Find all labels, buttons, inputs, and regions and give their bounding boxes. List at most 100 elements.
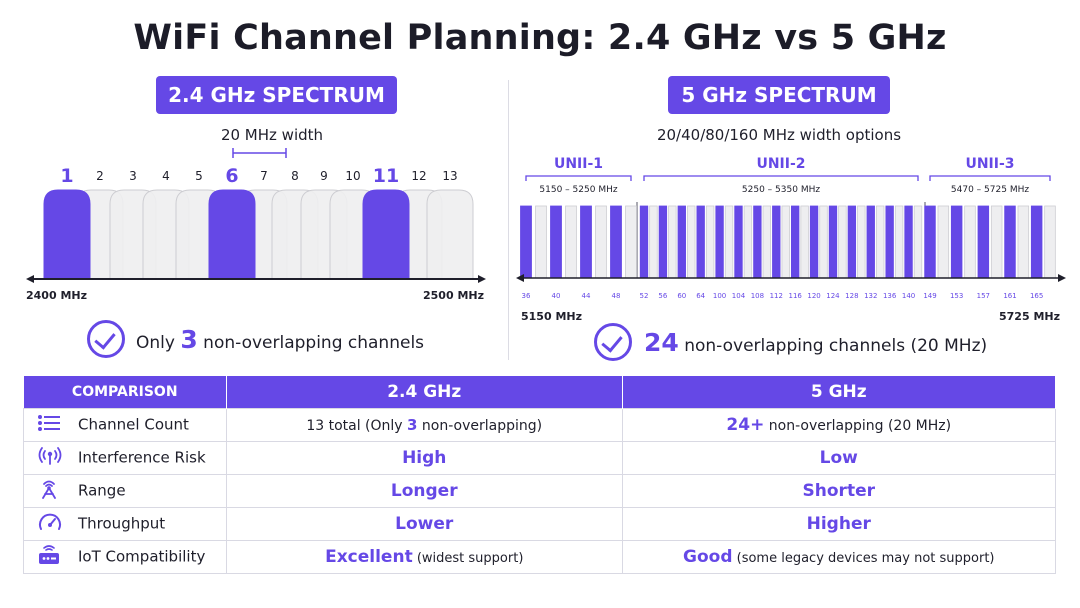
channel-bar-149 (924, 205, 936, 279)
channel-gap-bar (1044, 205, 1056, 279)
band-range: 5470 – 5725 MHz (951, 185, 1029, 195)
channel-gap-bar (964, 205, 976, 279)
channel-label-116: 116 (788, 292, 802, 300)
cell-highlight: Excellent (325, 546, 413, 567)
channel-bar-52 (639, 205, 649, 279)
axis-start-24: 2400 MHz (26, 289, 87, 302)
router-icon (38, 544, 64, 570)
channel-gap-bar (937, 205, 950, 279)
channel-label-120: 120 (807, 292, 820, 300)
spectrum-24-diagram: 1 2 3 4 5 6 7 8 9 10 11 12 13 (26, 148, 486, 283)
channel-gap-bar (724, 205, 734, 279)
channel-gap-bar (800, 205, 809, 279)
channel-label-56: 56 (658, 292, 667, 300)
channel-gap-bar (535, 205, 547, 279)
channel-gap-bar (595, 205, 607, 279)
axis-end-5: 5725 MHz (999, 310, 1060, 323)
channel-gap-bar (705, 205, 715, 279)
channel-bar-161 (1004, 205, 1016, 279)
channel-bar-157 (977, 205, 990, 279)
table-row: Channel Count 13 total (Only 3 non-overl… (23, 407, 1057, 442)
cell-highlight: Low (819, 447, 858, 468)
cell-5ghz: Low (621, 440, 1057, 475)
axis-5 (516, 274, 1066, 282)
cell-24ghz: High (225, 440, 623, 475)
cell-highlight: Higher (806, 513, 871, 534)
channel-label-6: 6 (225, 165, 238, 187)
channel-label-100: 100 (713, 292, 726, 300)
channel-gap-bar (649, 205, 658, 279)
cell-highlight: Longer (390, 480, 458, 501)
row-label: Throughput (78, 514, 166, 532)
row-label: Channel Count (78, 415, 189, 433)
summary-5-number: 24 (644, 328, 679, 357)
channel-label-161: 161 (1003, 292, 1016, 300)
row-label: IoT Compatibility (78, 547, 206, 565)
cell-note: (some legacy devices may not support) (732, 550, 995, 566)
channel-gap-bar (743, 205, 753, 279)
cell-5ghz: Good (some legacy devices may not suppor… (621, 539, 1057, 574)
channel-label-40: 40 (552, 292, 561, 300)
row-label: Range (78, 481, 126, 499)
channel-label-11: 11 (373, 165, 399, 187)
band-bracket (525, 175, 632, 181)
channel-label-3: 3 (129, 169, 137, 183)
channel-bar-40 (550, 205, 562, 279)
band-name: UNII-1 (554, 156, 603, 172)
channel-label-8: 8 (291, 169, 299, 183)
channel-label-153: 153 (950, 292, 963, 300)
channel-gap-bar (565, 205, 577, 279)
cell-text: non-overlapping) (417, 417, 543, 434)
channel-label-108: 108 (751, 292, 764, 300)
table-row: IoT Compatibility Excellent (widest supp… (23, 539, 1057, 574)
axis-end-24: 2500 MHz (423, 289, 484, 302)
channel-shape-1 (43, 189, 91, 280)
channel-label-4: 4 (162, 169, 170, 183)
summary-5: 24 non-overlapping channels (20 MHz) (644, 328, 987, 357)
band-bracket (929, 175, 1051, 181)
cell-24ghz: 13 total (Only 3 non-overlapping) (225, 407, 623, 442)
cell-5ghz: Higher (621, 506, 1057, 541)
channel-label-112: 112 (770, 292, 783, 300)
channel-label-10: 10 (345, 169, 360, 183)
channel-gap-bar (668, 205, 677, 279)
channel-label-12: 12 (411, 169, 426, 183)
spectrum-5-diagram: UNII-1 5150 – 5250 MHz UNII-2 5250 – 5350 M… (516, 156, 1066, 300)
comparison-table: COMPARISON 2.4 GHz 5 GHz Channel Count 1… (23, 376, 1057, 574)
channel-label-36: 36 (522, 292, 531, 300)
cell-highlight: 24+ (726, 414, 765, 435)
channel-bar-60 (677, 205, 686, 279)
channel-gap-bar (625, 205, 637, 279)
channel-label-44: 44 (582, 292, 591, 300)
channel-gap-bar (762, 205, 772, 279)
summary-5-suffix: non-overlapping channels (20 MHz) (684, 336, 988, 356)
channel-label-48: 48 (612, 292, 621, 300)
channel-label-140: 140 (902, 292, 915, 300)
band-range: 5250 – 5350 MHz (742, 185, 820, 195)
tower-icon (38, 479, 64, 503)
channel-gap-bar (857, 205, 866, 279)
check-icon (594, 323, 632, 361)
band-name: UNII-2 (756, 156, 805, 172)
channel-gap-bar (1017, 205, 1030, 279)
channel-label-157: 157 (977, 292, 990, 300)
cell-24ghz: Longer (225, 473, 623, 508)
channel-label-64: 64 (696, 292, 705, 300)
cell-highlight: 3 (407, 415, 418, 434)
band-bracket (643, 175, 919, 181)
channel-shape-13 (426, 189, 474, 280)
table-row: Range Longer Shorter (23, 473, 1057, 508)
channel-label-13: 13 (442, 169, 457, 183)
summary-24-suffix: non-overlapping channels (203, 333, 425, 353)
channel-label-52: 52 (640, 292, 649, 300)
channel-bar-56 (658, 205, 668, 279)
channel-bar-128 (847, 205, 857, 279)
channel-label-165: 165 (1030, 292, 1043, 300)
channel-bar-165 (1030, 205, 1043, 279)
channel-label-104: 104 (732, 292, 746, 300)
width-bracket-24 (232, 148, 287, 158)
channel-label-2: 2 (96, 169, 104, 183)
channel-gap-bar (819, 205, 828, 279)
channel-gap-bar (687, 205, 696, 279)
section-divider (508, 80, 509, 360)
